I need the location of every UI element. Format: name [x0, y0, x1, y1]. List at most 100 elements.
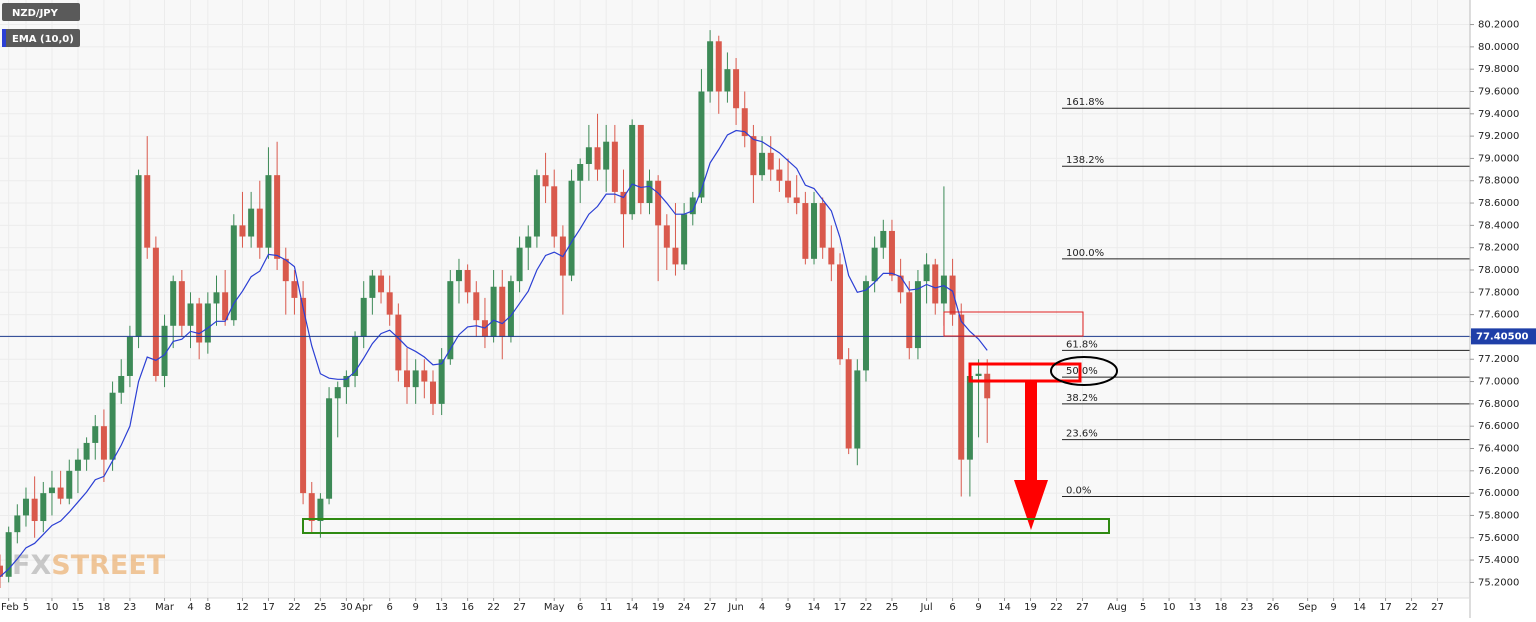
x-tick-label: 10	[46, 602, 59, 613]
candle-body	[897, 275, 904, 293]
fib-label: 100.0%	[1066, 248, 1104, 259]
candle-body	[126, 336, 133, 376]
candle-body	[516, 247, 523, 282]
x-tick-label: 14	[998, 602, 1011, 613]
x-tick-label: 6	[387, 602, 393, 613]
candle-body	[707, 41, 714, 92]
arrow-head	[1014, 480, 1048, 530]
candle-body	[196, 303, 203, 343]
x-tick-label: 23	[1241, 602, 1254, 613]
candle-body	[655, 180, 662, 226]
candle-body	[74, 459, 81, 471]
candle-body	[845, 359, 852, 449]
candle-body	[308, 493, 315, 522]
x-tick-label: 24	[678, 602, 691, 613]
x-tick-label: 19	[1024, 602, 1037, 613]
fib-highlight	[1050, 356, 1118, 386]
x-tick-label: 13	[1189, 602, 1202, 613]
x-tick-label: 18	[1215, 602, 1228, 613]
candle-body	[352, 336, 359, 376]
x-tick-label: 23	[124, 602, 137, 613]
x-tick-label: Feb	[1, 602, 19, 613]
candle-body	[949, 275, 956, 315]
x-tick-label: 22	[860, 602, 873, 613]
y-tick-label: 77.8000	[1478, 287, 1519, 298]
y-tick-label: 79.2000	[1478, 131, 1519, 142]
y-tick-label: 79.8000	[1478, 64, 1519, 75]
candle-body	[637, 124, 644, 204]
ema-line	[0, 129, 988, 578]
x-tick-label: 13	[435, 602, 448, 613]
candle-body	[100, 426, 107, 460]
x-tick-label: May	[544, 602, 565, 613]
candle-body	[932, 264, 939, 304]
candle-body	[551, 186, 558, 237]
candle-body	[542, 175, 549, 187]
candle-body	[291, 281, 298, 298]
candle-body	[360, 297, 367, 337]
candle-body	[611, 141, 618, 192]
candle-body	[213, 292, 220, 304]
grid	[0, 0, 1470, 598]
candle-body	[689, 197, 696, 215]
fib-label: 138.2%	[1066, 155, 1104, 166]
legend-ema-swatch	[2, 29, 6, 47]
fib-label: 38.2%	[1066, 393, 1098, 404]
resistance-box	[943, 311, 1084, 337]
y-tick-label: 75.8000	[1478, 510, 1519, 521]
candle-body	[404, 370, 411, 388]
candle-body	[248, 208, 255, 237]
candle-body	[22, 498, 29, 516]
x-tick-label: 17	[262, 602, 275, 613]
candle-body	[170, 281, 177, 326]
candle-body	[66, 470, 73, 499]
candle-body	[412, 370, 419, 388]
current-price-label: 77.40500	[1476, 331, 1529, 342]
candle-body	[222, 292, 229, 321]
candle-body	[118, 375, 125, 393]
candle-body	[776, 169, 783, 181]
candle-body	[109, 392, 116, 460]
candle-body	[568, 180, 575, 276]
candle-body	[733, 69, 740, 109]
x-tick-label: 26	[1267, 602, 1280, 613]
x-tick-label: 16	[461, 602, 474, 613]
x-tick-label: 14	[1353, 602, 1366, 613]
current-price-box	[1471, 328, 1536, 345]
candle-body	[14, 515, 21, 533]
y-tick-label: 77.2000	[1478, 354, 1519, 365]
candle-body	[334, 387, 341, 399]
y-tick-label: 80.0000	[1478, 42, 1519, 53]
candle-body	[741, 108, 748, 137]
y-tick-label: 78.0000	[1478, 265, 1519, 276]
x-tick-label: 14	[808, 602, 821, 613]
x-tick-label: Sep	[1298, 602, 1317, 613]
candle-body	[438, 359, 445, 404]
candle-body	[811, 203, 818, 259]
candle-body	[793, 197, 800, 204]
x-tick-label: 6	[949, 602, 955, 613]
watermark: FXSTREET	[12, 550, 166, 581]
fibonacci: 161.8% 138.2% 100.0% 61.8% 50.0% 38.2% 23.6% 0.…	[1062, 97, 1470, 497]
x-tick-label: 22	[487, 602, 500, 613]
candle-body	[577, 164, 584, 181]
x-tick-label: 30	[340, 602, 353, 613]
legend-symbol-box	[2, 3, 80, 21]
candle-body	[421, 370, 428, 382]
fib-label: 50.0%	[1066, 366, 1098, 377]
candle-body	[300, 297, 307, 494]
y-tick-label: 79.0000	[1478, 153, 1519, 164]
y-tick-label: 75.2000	[1478, 577, 1519, 588]
x-tick-label: 22	[1405, 602, 1418, 613]
candle-body	[533, 175, 540, 237]
candle-body	[57, 487, 64, 499]
candle-body	[663, 225, 670, 248]
candle-body	[750, 136, 757, 176]
candle-body	[603, 141, 610, 170]
x-tick-label: Aug	[1107, 602, 1127, 613]
x-tick-label: 18	[98, 602, 111, 613]
candle-body	[369, 275, 376, 298]
candle-body	[187, 303, 194, 326]
candle-body	[31, 498, 38, 522]
